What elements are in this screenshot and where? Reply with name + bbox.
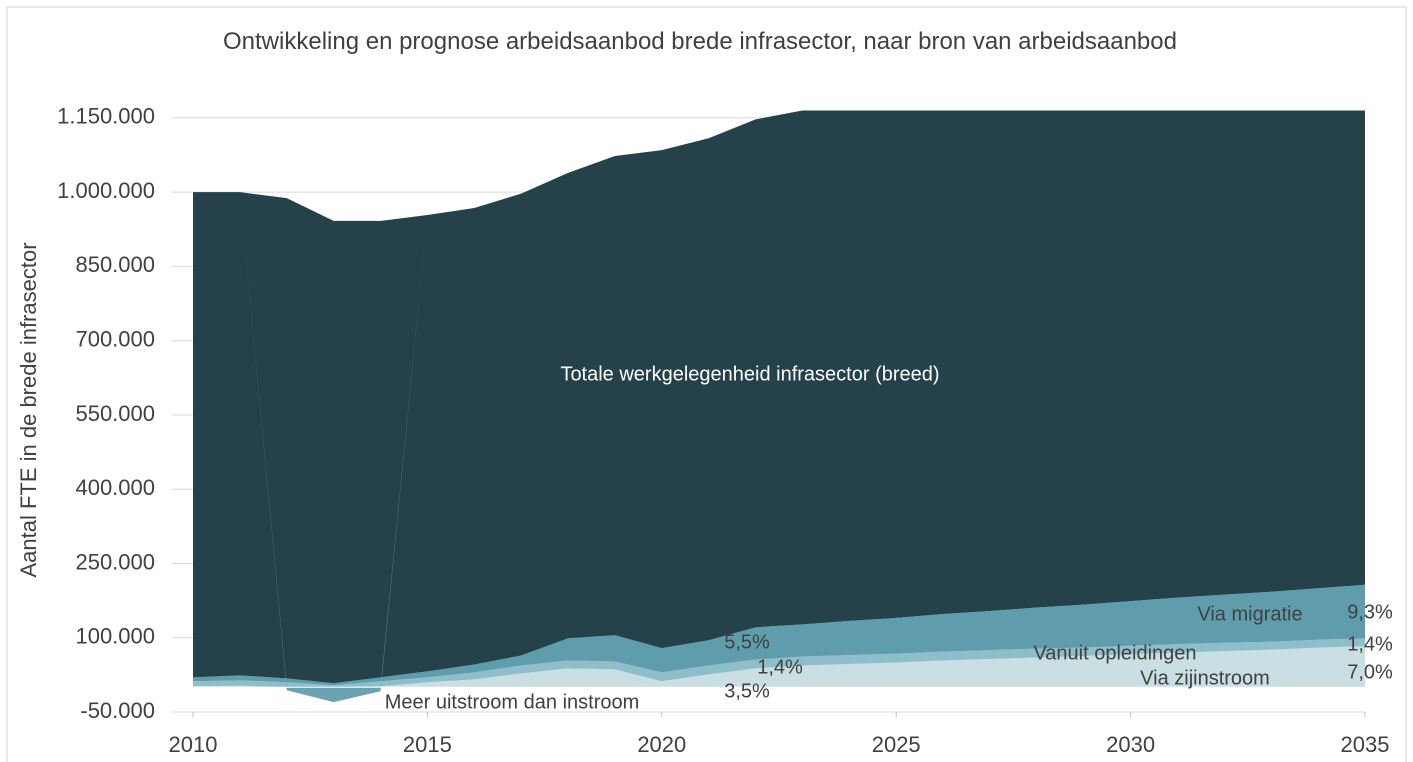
y-axis-label: Aantal FTE in de brede infrasector bbox=[16, 242, 41, 577]
y-tick-label: -50.000 bbox=[80, 698, 155, 723]
area bbox=[193, 110, 1365, 684]
y-tick-label: 100.000 bbox=[75, 624, 155, 649]
y-tick-label: 400.000 bbox=[75, 475, 155, 500]
y-tick-label: 1.150.000 bbox=[57, 104, 155, 129]
x-tick-label: 2035 bbox=[1341, 732, 1390, 757]
labels: -50.000 100.000 250.000 400.000 550.000 700.0… bbox=[57, 104, 1393, 757]
annotation: 5,5% bbox=[724, 631, 770, 653]
x-tick-label: 2025 bbox=[872, 732, 921, 757]
annotation: 9,3% bbox=[1347, 601, 1393, 623]
y-tick-label: 550.000 bbox=[75, 401, 155, 426]
annotation: 3,5% bbox=[724, 680, 770, 702]
x-tick-label: 2015 bbox=[403, 732, 452, 757]
series-label: Vanuit opleidingen bbox=[1033, 642, 1196, 664]
y-tick-label: 250.000 bbox=[75, 549, 155, 574]
annotation: 1,4% bbox=[757, 656, 803, 678]
chart-border bbox=[6, 6, 1407, 762]
area bbox=[193, 584, 1365, 686]
area bbox=[193, 638, 1365, 688]
y-tick-label: 700.000 bbox=[75, 327, 155, 352]
annotation: 7,0% bbox=[1347, 661, 1393, 683]
x-tick-label: 2030 bbox=[1106, 732, 1155, 757]
area bbox=[193, 646, 1365, 688]
series-label: Meer uitstroom dan instroom bbox=[385, 691, 640, 713]
series-label: Via zijinstroom bbox=[1140, 667, 1270, 689]
series-label: Via migratie bbox=[1197, 603, 1302, 625]
y-tick-label: 1.000.000 bbox=[57, 178, 155, 203]
x-tick-label: 2010 bbox=[169, 732, 218, 757]
areas bbox=[172, 110, 1365, 703]
chart-title: Ontwikkeling en prognose arbeidsaanbod b… bbox=[223, 28, 1177, 55]
annotation: 1,4% bbox=[1347, 633, 1393, 655]
y-tick-label: 850.000 bbox=[75, 252, 155, 277]
x-tick-label: 2020 bbox=[637, 732, 686, 757]
series-label: Totale werkgelegenheid infrasector (bree… bbox=[560, 363, 939, 385]
